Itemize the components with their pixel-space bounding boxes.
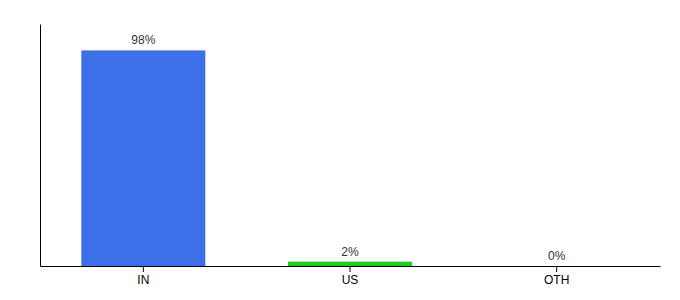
- x-tick-label: OTH: [544, 273, 569, 287]
- y-axis: [40, 25, 41, 267]
- x-tick-label: US: [342, 273, 359, 287]
- bar: [81, 50, 205, 266]
- plot: IN US OTH 98% 2% 0%: [41, 25, 661, 287]
- x-tick: US: [342, 266, 359, 287]
- x-tick-mark: [556, 266, 557, 272]
- x-tick-mark: [350, 266, 351, 272]
- x-tick-mark: [143, 266, 144, 272]
- bar: [288, 262, 412, 266]
- bar: [495, 266, 619, 267]
- bars: [81, 50, 412, 266]
- data-label: 2%: [341, 245, 359, 259]
- data-label: 98%: [131, 33, 155, 47]
- x-axis: IN US OTH: [41, 266, 661, 287]
- chart: IN US OTH 98% 2% 0%: [0, 0, 680, 300]
- data-label: 0%: [548, 249, 566, 263]
- x-tick-label: IN: [137, 273, 149, 287]
- x-tick: IN: [137, 266, 149, 287]
- y-axis-line: [40, 25, 41, 267]
- data-labels: 98% 2% 0%: [131, 33, 565, 263]
- x-tick: OTH: [544, 266, 569, 287]
